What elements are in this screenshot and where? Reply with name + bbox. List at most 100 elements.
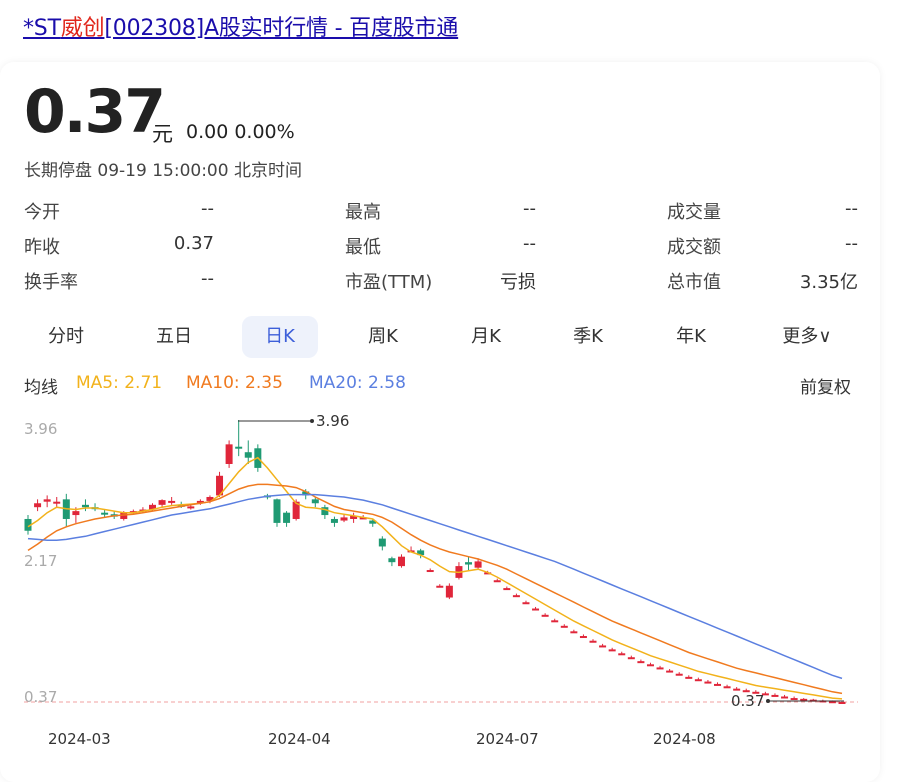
candle (637, 659, 645, 664)
stat-volume-label: 成交量 (667, 202, 721, 223)
price-unit: 元 (152, 122, 173, 146)
x-tick-apr: 2024-04 (268, 730, 331, 748)
tab-intraday[interactable]: 分时 (48, 326, 84, 347)
candle-body (283, 512, 291, 523)
candle (397, 554, 405, 568)
candle-body (34, 503, 42, 508)
candle (608, 647, 616, 652)
tab-daily-k[interactable]: 日K (242, 316, 318, 358)
stat-low-label: 最低 (345, 237, 381, 258)
candle (800, 698, 808, 701)
candle-body (771, 694, 779, 697)
candle-body (733, 688, 741, 691)
tab-yearly-k[interactable]: 年K (676, 326, 706, 347)
candle (532, 606, 540, 611)
candle-body (196, 500, 204, 504)
candle-body (436, 585, 444, 588)
ma10-legend: MA10: 2.35 (186, 373, 283, 393)
tab-quarterly-k[interactable]: 季K (573, 326, 603, 347)
candle (350, 512, 358, 523)
stat-turnover-value: -- (201, 268, 214, 289)
candle-body (512, 595, 520, 598)
stat-high-label: 最高 (345, 202, 381, 223)
kline-chart[interactable]: 3.96 2.17 0.37 3.96 0.37 2024-03 2024-04… (0, 400, 897, 767)
candle-body (330, 518, 338, 523)
candle-body (704, 681, 712, 684)
max-annotation-label: 3.96 (316, 412, 349, 430)
candle (704, 680, 712, 684)
candle (321, 504, 329, 519)
candle-body (790, 698, 798, 701)
page-title-link[interactable]: *ST威创[002308]A股实时行情 - 百度股市通 (23, 10, 458, 42)
quote-card (0, 62, 880, 782)
stat-open-value: -- (201, 198, 214, 219)
candle-body (761, 693, 769, 696)
candle-body (273, 499, 281, 523)
candle-body (369, 520, 377, 524)
tab-five-day[interactable]: 五日 (156, 326, 192, 347)
candle (311, 496, 319, 508)
candle (790, 696, 798, 701)
candle (455, 562, 463, 580)
candle-body (838, 702, 846, 704)
candle (62, 493, 70, 527)
price-change: 0.00 0.00% (186, 121, 295, 143)
candle (742, 688, 750, 693)
candle (522, 600, 530, 605)
candle (474, 558, 482, 571)
candle-body (43, 499, 51, 502)
candle-body (493, 580, 501, 583)
tab-more[interactable]: 更多∨ (782, 326, 832, 347)
candle-body (24, 518, 32, 531)
stat-low-value: -- (523, 233, 536, 254)
candle-body (244, 452, 252, 458)
candle (685, 675, 693, 679)
candle-body (302, 491, 310, 496)
candle-body (522, 602, 530, 605)
candle-body (426, 570, 434, 573)
stat-high-value: -- (523, 198, 536, 219)
candle (761, 691, 769, 696)
candle (675, 672, 683, 676)
max-annotation-dot (310, 419, 314, 423)
stat-pe-label: 市盈(TTM) (345, 272, 433, 293)
title-prefix: *ST (23, 16, 61, 41)
ma20-legend: MA20: 2.58 (309, 373, 406, 393)
candle (369, 518, 377, 527)
candle-body (206, 496, 214, 501)
stat-volume-value: -- (845, 198, 858, 219)
candle (723, 684, 731, 689)
stat-pe-value: 亏损 (500, 272, 536, 293)
tab-monthly-k[interactable]: 月K (471, 326, 501, 347)
candle (378, 536, 386, 551)
candle (733, 687, 741, 691)
candle (91, 503, 99, 512)
candle-body (81, 504, 89, 508)
candle-body (311, 499, 319, 504)
candle (560, 624, 568, 628)
candle-body (148, 504, 156, 510)
candle-body (225, 444, 233, 464)
tab-weekly-k[interactable]: 周K (368, 326, 398, 347)
candle (53, 496, 61, 508)
candle-body (321, 507, 329, 516)
candle-body (378, 538, 386, 547)
candle (589, 639, 597, 643)
adjust-toggle[interactable]: 前复权 (800, 378, 851, 398)
candle-body (474, 561, 482, 568)
candle (646, 662, 654, 667)
trading-status: 长期停盘 09-19 15:00:00 北京时间 (24, 161, 302, 181)
stat-prev-close-label: 昨收 (24, 237, 60, 258)
candle (493, 578, 501, 583)
candle-body (627, 657, 635, 660)
candle (579, 634, 587, 639)
stat-amount-label: 成交额 (667, 237, 721, 258)
candle-body (445, 585, 453, 598)
y-tick-mid: 2.17 (24, 552, 57, 570)
candle (101, 509, 109, 518)
candle-body (800, 698, 808, 701)
candle (330, 516, 338, 527)
candle-body (781, 696, 789, 699)
candle-body (828, 701, 836, 704)
candle (340, 515, 348, 523)
